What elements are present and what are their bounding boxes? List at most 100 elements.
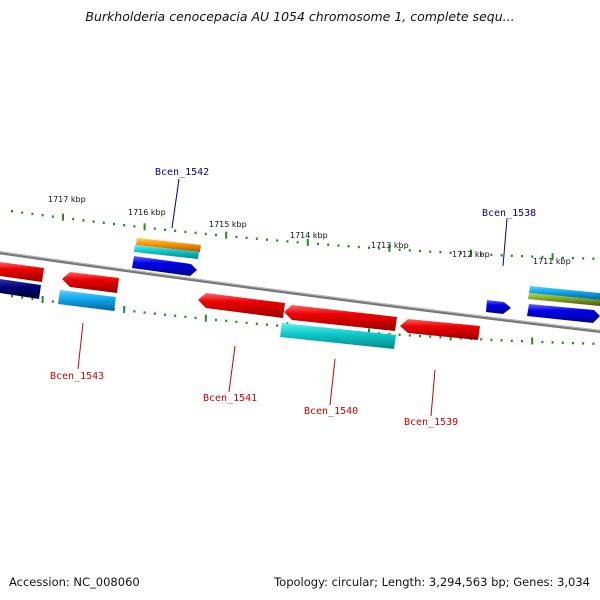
outer-tick-29 xyxy=(306,238,309,246)
outer-tick-2 xyxy=(31,212,34,216)
outer-tick-23 xyxy=(245,236,248,240)
outer-tick-17 xyxy=(184,230,187,234)
inner-tick-52 xyxy=(541,340,544,344)
gene-bcen-1543[interactable] xyxy=(58,290,116,311)
gene-label-bcen-1538[interactable]: Bcen_1538 xyxy=(482,208,536,219)
outer-tick-43 xyxy=(449,251,452,254)
inner-tick-54 xyxy=(561,341,564,344)
inner-tick-50 xyxy=(521,340,523,343)
outer-tick-9 xyxy=(102,221,105,225)
inner-tick-55 xyxy=(572,341,574,345)
leader-line-bcen-1542 xyxy=(171,178,180,229)
outer-tick-5 xyxy=(62,213,64,221)
inner-tick-47 xyxy=(490,338,493,342)
leader-line-bcen-1539 xyxy=(430,369,436,417)
outer-tick-52 xyxy=(541,255,544,259)
kbp-label-1713: 1713 kbp xyxy=(371,241,409,250)
gene-orange-forward[interactable] xyxy=(136,238,201,252)
gene-bcen-1541[interactable] xyxy=(198,293,285,318)
outer-tick-53 xyxy=(551,253,554,261)
map-title: Burkholderia cenocepacia AU 1054 chromos… xyxy=(85,9,515,24)
outer-tick-10 xyxy=(113,222,115,226)
inner-tick-39 xyxy=(408,334,411,337)
inner-tick-3 xyxy=(41,296,44,304)
outer-tick-44 xyxy=(459,252,462,255)
inner-tick-49 xyxy=(510,339,513,342)
inner-tick-26 xyxy=(276,324,279,327)
gene-bcen-1538[interactable] xyxy=(486,300,511,314)
gene-bcen-1539[interactable] xyxy=(400,319,480,340)
inner-tick-13 xyxy=(143,311,146,314)
leader-line-bcen-1538 xyxy=(502,218,508,267)
gene-red-reverse-left-edge[interactable] xyxy=(0,262,44,282)
kbp-label-1712: 1712 kbp xyxy=(452,250,490,259)
outer-tick-38 xyxy=(398,248,401,251)
outer-tick-35 xyxy=(368,246,370,249)
gene-label-bcen-1542[interactable]: Bcen_1542 xyxy=(155,167,209,178)
kbp-label-1711: 1711 kbp xyxy=(533,257,571,266)
gene-bcen-1542[interactable] xyxy=(134,245,199,259)
outer-tick-45 xyxy=(470,249,472,257)
accession-label: Accession: NC_008060 xyxy=(9,575,140,589)
outer-tick-39 xyxy=(408,249,411,252)
inner-tick-11 xyxy=(123,305,126,313)
outer-tick-46 xyxy=(480,253,483,256)
outer-tick-8 xyxy=(92,220,95,223)
leader-line-bcen-1540 xyxy=(329,358,336,406)
inner-tick-21 xyxy=(225,319,228,323)
outer-tick-3 xyxy=(41,214,44,217)
leader-line-bcen-1543 xyxy=(77,322,84,370)
inner-tick-44 xyxy=(459,337,462,340)
gene-label-bcen-1539[interactable]: Bcen_1539 xyxy=(404,417,458,428)
inner-tick-57 xyxy=(592,342,595,345)
outer-tick-12 xyxy=(133,225,136,228)
outer-tick-13 xyxy=(143,223,146,231)
outer-tick-14 xyxy=(153,227,156,230)
inner-tick-14 xyxy=(153,312,156,315)
gene-navy-left-edge[interactable] xyxy=(0,279,41,299)
gene-label-bcen-1540[interactable]: Bcen_1540 xyxy=(304,406,358,417)
inner-tick-51 xyxy=(531,337,534,345)
outer-tick-0 xyxy=(11,210,13,213)
inner-tick-40 xyxy=(419,334,421,338)
outer-tick-56 xyxy=(582,257,585,260)
inner-tick-41 xyxy=(429,335,432,338)
outer-tick-57 xyxy=(592,257,595,260)
kbp-label-1715: 1715 kbp xyxy=(209,220,247,229)
inner-tick-4 xyxy=(51,300,54,303)
inner-tick-17 xyxy=(184,315,187,319)
inner-tick-35 xyxy=(368,328,370,336)
outer-tick-54 xyxy=(561,256,564,259)
outer-tick-19 xyxy=(204,232,207,236)
gene-blue-forward-1[interactable] xyxy=(132,256,197,276)
gene-blue-forward-3[interactable] xyxy=(527,304,600,323)
inner-tick-24 xyxy=(255,322,258,325)
kbp-label-1716: 1716 kbp xyxy=(128,208,166,217)
outer-tick-31 xyxy=(327,243,330,246)
leader-line-bcen-1541 xyxy=(228,345,236,393)
outer-tick-4 xyxy=(51,215,54,218)
gene-blue-forward-2[interactable] xyxy=(529,286,600,300)
outer-tick-21 xyxy=(225,231,228,239)
outer-tick-40 xyxy=(419,249,421,253)
outer-tick-7 xyxy=(82,219,85,222)
topology-summary: Topology: circular; Length: 3,294,563 bp… xyxy=(274,575,590,589)
inner-tick-16 xyxy=(174,314,177,317)
outer-tick-15 xyxy=(164,228,166,231)
outer-tick-33 xyxy=(347,245,350,248)
gene-bcen-1540[interactable] xyxy=(280,323,396,349)
gene-label-bcen-1543[interactable]: Bcen_1543 xyxy=(50,371,104,382)
gene-label-bcen-1541[interactable]: Bcen_1541 xyxy=(203,393,257,404)
inner-tick-37 xyxy=(388,332,391,336)
gene-red-reverse-1[interactable] xyxy=(62,272,119,293)
gene-red-reverse-2[interactable] xyxy=(284,305,397,331)
outer-tick-27 xyxy=(286,240,289,243)
inner-tick-18 xyxy=(194,316,197,320)
inner-tick-0 xyxy=(11,295,13,298)
gene-olive-forward[interactable] xyxy=(528,293,600,306)
inner-tick-15 xyxy=(164,313,166,316)
kbp-label-1714: 1714 kbp xyxy=(290,231,328,240)
outer-tick-26 xyxy=(276,239,279,242)
outer-tick-48 xyxy=(500,254,503,257)
outer-tick-42 xyxy=(439,251,442,254)
